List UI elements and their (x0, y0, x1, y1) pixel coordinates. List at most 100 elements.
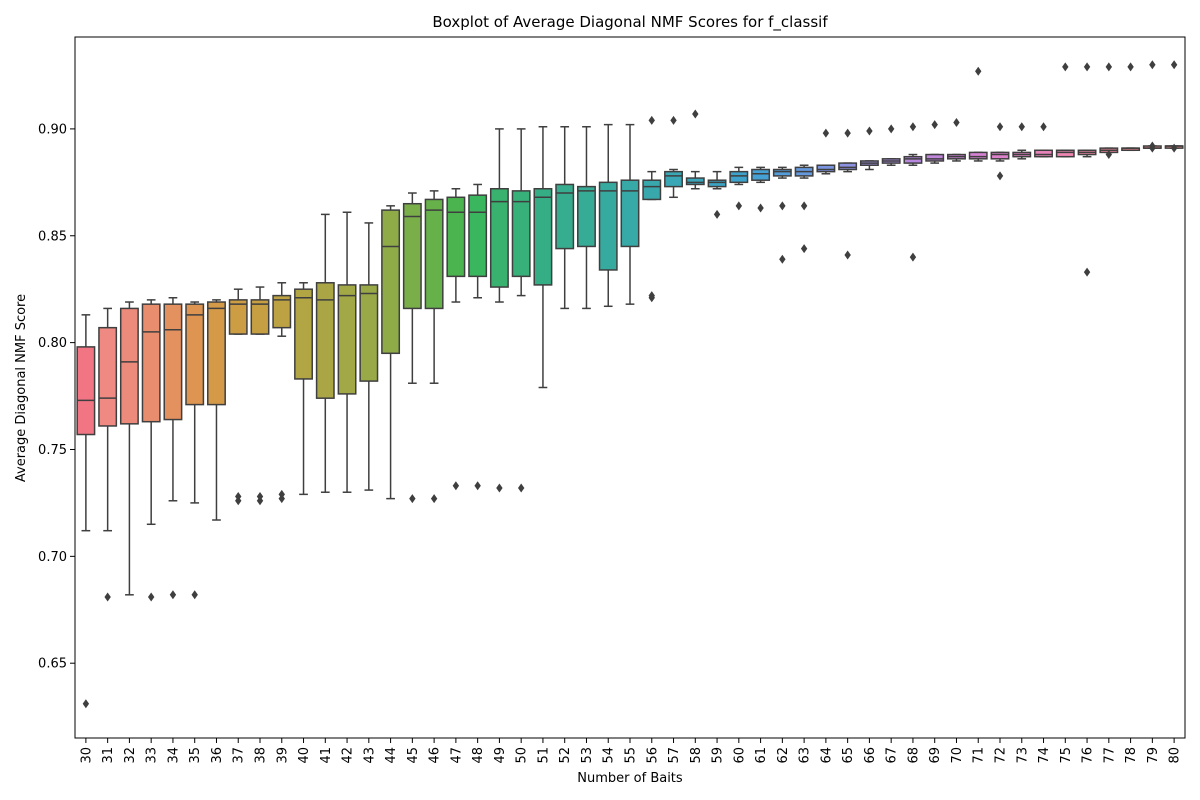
x-tick-label: 51 (536, 747, 551, 764)
x-axis-title: Number of Baits (577, 771, 683, 786)
outlier-point (822, 128, 830, 138)
box (642, 179, 662, 201)
y-tick-label: 0.75 (38, 443, 67, 458)
box-group-36 (207, 299, 226, 521)
outlier-point (1083, 267, 1091, 277)
box-group-63 (794, 164, 814, 254)
box (664, 170, 683, 188)
box-group-67 (881, 124, 901, 166)
x-tick-label: 37 (232, 747, 247, 764)
outlier-point (648, 291, 655, 301)
box (772, 168, 792, 177)
outlier-point (844, 250, 851, 260)
x-tick-label: 36 (210, 747, 225, 764)
x-tick-label: 33 (145, 747, 160, 764)
box (228, 299, 248, 335)
box-group-32 (119, 301, 139, 596)
x-tick-label: 72 (994, 747, 1009, 764)
outlier-point (147, 592, 155, 602)
x-tick-label: 46 (428, 747, 443, 764)
y-tick-label: 0.85 (38, 229, 67, 244)
outlier-point (496, 483, 503, 493)
box (294, 288, 313, 380)
x-tick-label: 45 (406, 747, 421, 764)
outlier-point (82, 699, 90, 709)
outlier-point (909, 252, 917, 262)
box-group-53 (577, 126, 596, 310)
outlier-point (1018, 122, 1025, 132)
x-tick-label: 69 (928, 747, 943, 764)
outlier-point (866, 126, 873, 136)
y-tick-label: 0.70 (38, 550, 67, 565)
x-tick-label: 78 (1124, 747, 1139, 764)
box (1034, 149, 1053, 158)
box (598, 181, 618, 271)
box-group-52 (555, 126, 575, 310)
outlier-point (169, 590, 177, 600)
x-tick-label: 73 (1015, 747, 1030, 764)
box (620, 179, 640, 248)
outlier-point (235, 491, 242, 501)
box (250, 299, 270, 335)
box (1055, 149, 1075, 158)
x-tick-label: 43 (362, 747, 377, 764)
box-group-35 (185, 301, 205, 600)
box-group-38 (250, 286, 270, 506)
outlier-point (713, 209, 721, 219)
box (337, 284, 357, 395)
box-group-41 (315, 213, 335, 493)
plot-area (76, 60, 1184, 709)
outlier-point (1127, 62, 1134, 72)
outlier-point (800, 244, 808, 254)
x-tick-label: 64 (819, 747, 834, 764)
x-tick-label: 41 (319, 747, 334, 764)
x-tick-label: 57 (667, 747, 682, 764)
x-tick-label: 80 (1168, 747, 1183, 764)
box (98, 326, 118, 427)
box-group-62 (772, 166, 792, 264)
outlier-point (953, 117, 960, 127)
outlier-point (452, 481, 460, 491)
x-tick-label: 65 (841, 747, 856, 764)
box-group-64 (816, 128, 836, 175)
box-group-59 (707, 170, 727, 219)
box (816, 164, 836, 173)
outlier-point (648, 115, 655, 125)
box-group-76 (1077, 62, 1097, 277)
box (968, 151, 988, 160)
outlier-point (996, 171, 1004, 181)
outlier-point (1062, 62, 1069, 72)
box-group-34 (163, 296, 183, 600)
box (577, 185, 596, 248)
outlier-point (1170, 143, 1178, 153)
outlier-point (1105, 150, 1113, 160)
box (402, 202, 422, 310)
x-tick-label: 71 (972, 747, 987, 764)
outlier-point (1083, 62, 1091, 72)
x-tick-label: 44 (384, 747, 399, 764)
box (446, 196, 466, 278)
box-group-78 (1121, 62, 1141, 152)
x-tick-label: 47 (449, 747, 464, 764)
x-tick-label: 30 (79, 747, 94, 764)
box-group-54 (598, 123, 618, 308)
box-group-49 (489, 128, 509, 493)
box (424, 198, 444, 310)
box (76, 346, 96, 436)
box-group-44 (381, 205, 401, 500)
box (511, 190, 531, 278)
outlier-point (975, 66, 982, 76)
outlier-point (735, 201, 743, 211)
box-group-31 (98, 307, 118, 602)
box (119, 307, 139, 425)
x-tick-label: 58 (689, 747, 704, 764)
outlier-point (800, 201, 808, 211)
box-group-77 (1099, 62, 1119, 160)
box-group-58 (685, 109, 705, 190)
outlier-point (779, 254, 786, 264)
box-group-30 (76, 314, 96, 709)
box-group-46 (424, 190, 444, 504)
outlier-point (757, 203, 764, 213)
box (903, 155, 923, 164)
box (207, 301, 226, 406)
